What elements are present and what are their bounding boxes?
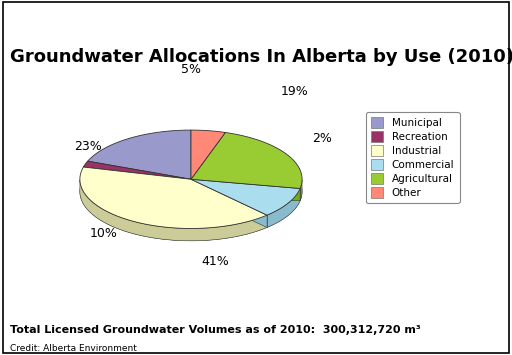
- Polygon shape: [191, 132, 302, 189]
- Polygon shape: [191, 130, 225, 179]
- Polygon shape: [267, 189, 300, 228]
- Legend: Municipal, Recreation, Industrial, Commercial, Agricultural, Other: Municipal, Recreation, Industrial, Comme…: [366, 112, 460, 203]
- Polygon shape: [80, 180, 267, 241]
- Text: Groundwater Allocations In Alberta by Use (2010): Groundwater Allocations In Alberta by Us…: [10, 48, 512, 66]
- Polygon shape: [83, 161, 191, 179]
- Ellipse shape: [80, 142, 302, 241]
- Text: 41%: 41%: [201, 255, 229, 268]
- Polygon shape: [191, 179, 267, 228]
- Polygon shape: [191, 179, 267, 228]
- Text: 10%: 10%: [90, 228, 118, 240]
- Text: 2%: 2%: [312, 132, 332, 145]
- Text: 23%: 23%: [74, 140, 102, 153]
- Text: Total Licensed Groundwater Volumes as of 2010:  300,312,720 m³: Total Licensed Groundwater Volumes as of…: [10, 325, 420, 335]
- Polygon shape: [191, 179, 300, 201]
- Text: 5%: 5%: [181, 64, 201, 76]
- Polygon shape: [191, 179, 300, 215]
- Polygon shape: [80, 167, 267, 229]
- Polygon shape: [88, 130, 191, 179]
- Polygon shape: [300, 180, 302, 201]
- Text: 19%: 19%: [280, 85, 308, 98]
- Text: Credit: Alberta Environment: Credit: Alberta Environment: [10, 344, 137, 353]
- Polygon shape: [191, 179, 300, 201]
